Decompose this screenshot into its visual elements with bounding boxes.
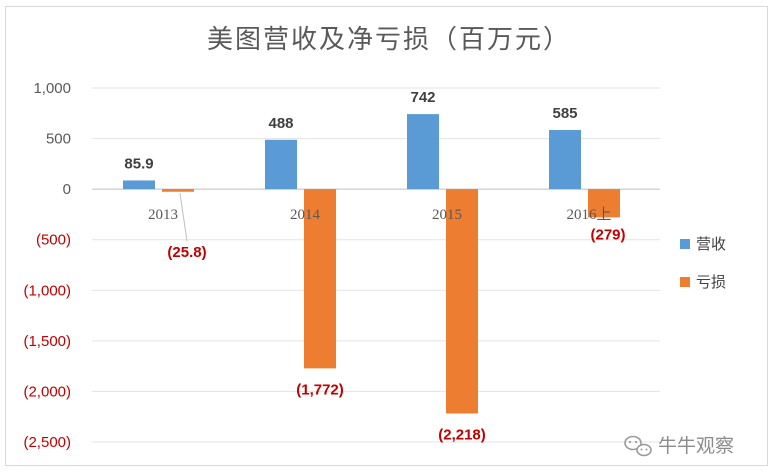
x-tick-label: 2016上 (566, 206, 611, 223)
revenue-bar (549, 129, 581, 190)
loss-data-label: (25.8) (167, 244, 206, 261)
data-labels: 85.9 (25.8) 488 (1,772) 742 (2,218) 585 (279) (124, 89, 625, 443)
y-tick-label: (1,500) (23, 333, 71, 350)
revenue-bar (123, 180, 155, 190)
revenue-data-label: 85.9 (124, 155, 153, 172)
y-axis-ticks: 1,000 500 0 (500) (1,000) (1,500) (2,000) (2,50… (23, 80, 71, 451)
revenue-bar (265, 139, 297, 190)
leader-line (179, 193, 188, 242)
loss-bar (162, 189, 194, 192)
loss-bar (588, 189, 620, 218)
wechat-icon (624, 435, 652, 457)
loss-data-label: (2,218) (438, 426, 486, 443)
y-tick-label: (2,500) (23, 434, 71, 451)
revenue-data-label: 585 (552, 105, 577, 122)
revenue-bar (407, 114, 439, 190)
loss-bar (304, 189, 336, 369)
x-tick-label: 2013 (148, 207, 178, 223)
y-tick-label: 0 (63, 181, 71, 198)
y-tick-label: (1,000) (23, 282, 71, 299)
bars (123, 114, 620, 414)
chart-title: 美图营收及净亏损（百万元） (207, 25, 571, 55)
loss-data-label: (279) (590, 226, 625, 243)
y-tick-label: 1,000 (33, 80, 71, 97)
legend-label-loss: 亏损 (696, 273, 726, 291)
revenue-data-label: 742 (410, 89, 435, 106)
revenue-data-label: 488 (268, 115, 293, 132)
watermark: 牛牛观察 (624, 435, 734, 457)
legend-label-revenue: 营收 (696, 235, 726, 253)
legend-swatch-revenue (680, 239, 690, 249)
x-axis-ticks: 2013 2014 2015 2016上 (148, 206, 612, 223)
x-tick-label: 2014 (290, 207, 321, 223)
y-tick-label: (500) (36, 232, 71, 249)
y-tick-label: 500 (46, 131, 71, 148)
chart-frame (5, 6, 768, 466)
legend-swatch-loss (680, 277, 690, 287)
loss-bar (446, 189, 478, 414)
x-tick-label: 2015 (432, 207, 462, 223)
loss-data-label: (1,772) (296, 381, 344, 398)
y-tick-label: (2,000) (23, 383, 71, 400)
watermark-text: 牛牛观察 (658, 435, 734, 457)
